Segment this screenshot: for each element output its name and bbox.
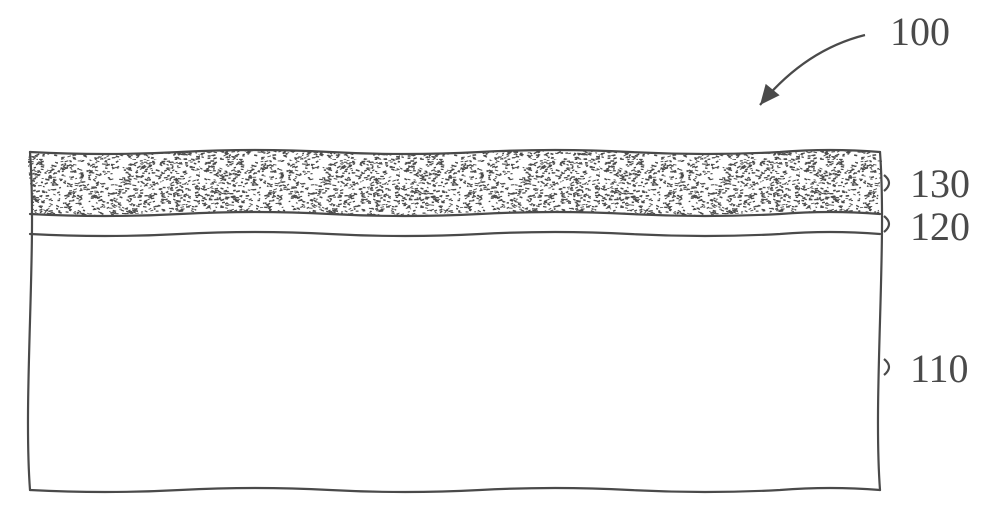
- layer-stack: [28, 150, 882, 492]
- labels: 130120 110: [884, 161, 970, 391]
- layer-130: [28, 150, 882, 216]
- label-tick-120: [884, 216, 889, 232]
- label-tick-110: [884, 359, 889, 375]
- label-120: 120: [910, 204, 970, 249]
- label-130: 130: [910, 161, 970, 206]
- label-110: 110: [910, 346, 969, 391]
- layer-110: [28, 232, 882, 492]
- label-tick-130: [884, 175, 889, 191]
- assembly-label: 100: [890, 9, 950, 54]
